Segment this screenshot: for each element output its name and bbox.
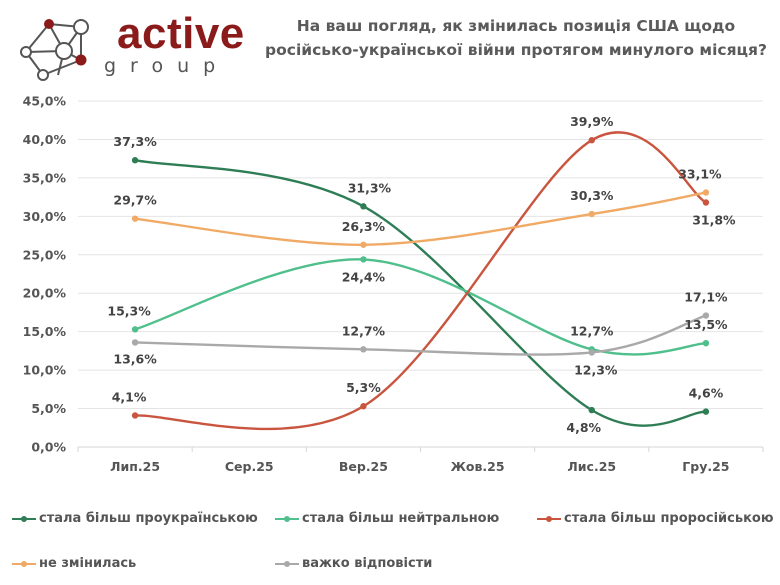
x-tick-label: Лис.25 [567, 459, 616, 474]
data-label-neutral: 13,5% [684, 317, 728, 332]
data-label-hard-to-say: 13,6% [113, 351, 157, 366]
data-point-hard-to-say [588, 349, 595, 356]
data-point-neutral [702, 340, 710, 347]
active-group-logo: active group [14, 10, 254, 85]
data-point-neutral [131, 326, 139, 333]
y-tick-label: 45,0% [23, 94, 67, 109]
y-tick-label: 15,0% [23, 324, 67, 339]
data-label-unchanged: 29,7% [113, 193, 157, 208]
data-point-pro-russian [360, 403, 367, 410]
legend-item-unchanged[interactable]: не змінилась [12, 556, 136, 571]
data-point-pro-ukrainian [131, 157, 139, 164]
data-label-unchanged: 30,3% [570, 188, 614, 203]
network-logo-icon [20, 19, 89, 81]
logo-wordmark: active [117, 9, 245, 58]
data-label-hard-to-say: 12,7% [342, 323, 386, 338]
data-label-neutral: 12,7% [570, 323, 614, 338]
y-tick-label: 20,0% [23, 286, 67, 301]
chart-title-line-2: російсько-української війни протягом мин… [265, 41, 767, 59]
data-label-hard-to-say: 12,3% [574, 362, 618, 377]
x-tick-label: Жов.25 [451, 459, 505, 474]
legend-label: не змінилась [39, 556, 137, 571]
data-label-pro-russian: 39,9% [570, 114, 614, 129]
data-point-hard-to-say [702, 312, 710, 319]
y-tick-label: 35,0% [23, 170, 67, 185]
legend-swatch [275, 514, 299, 524]
chart-title-line-1: На ваш погляд, як змінилась позиція США … [296, 17, 736, 35]
legend-item-neutral[interactable]: стала більш нейтральною [275, 511, 499, 526]
chart-title: На ваш погляд, як змінилась позиція США … [256, 14, 776, 62]
data-label-pro-ukrainian: 4,6% [689, 386, 724, 401]
legend-label: стала більш проросійською [564, 511, 774, 526]
legend-item-pro-russian[interactable]: стала більш проросійською [537, 511, 774, 526]
legend-swatch [537, 514, 561, 524]
series-lines [131, 131, 710, 431]
series-line-neutral [133, 258, 708, 356]
data-label-unchanged: 26,3% [342, 219, 386, 234]
data-point-pro-russian [702, 199, 710, 206]
y-tick-label: 25,0% [23, 247, 67, 262]
data-label-pro-russian: 31,8% [692, 212, 736, 227]
logo-subtitle: group [104, 55, 230, 77]
data-point-pro-ukrainian [702, 408, 710, 415]
data-label-hard-to-say: 17,1% [684, 290, 728, 305]
data-point-pro-russian [131, 412, 139, 419]
legend-label: стала більш нейтральною [302, 511, 500, 526]
data-label-pro-ukrainian: 37,3% [113, 134, 157, 149]
chart-legend: стала більш проукраїнською стала більш н… [0, 505, 780, 585]
legend-label: стала більш проукраїнською [39, 511, 258, 526]
y-tick-label: 30,0% [23, 209, 67, 224]
data-point-pro-ukrainian [360, 203, 367, 210]
data-point-pro-russian [588, 137, 595, 144]
y-tick-label: 5,0% [31, 401, 66, 416]
x-tick-label: Лип.25 [110, 459, 160, 474]
series-line-pro-ukrainian [133, 159, 708, 427]
data-label-pro-ukrainian: 4,8% [566, 420, 601, 435]
legend-swatch [12, 514, 36, 524]
data-label-pro-russian: 4,1% [112, 389, 147, 404]
data-point-unchanged [360, 241, 367, 248]
data-labels: 37,3% 31,3% 4,8% 4,6% 15,3% 24,4% 12,7% 13,5% 4,… [107, 114, 736, 435]
data-point-hard-to-say [131, 339, 139, 346]
series-line-hard-to-say [133, 314, 708, 356]
data-point-hard-to-say [360, 346, 367, 353]
y-tick-label: 10,0% [23, 363, 67, 378]
y-axis: 0,0% 5,0% 10,0% 15,0% 20,0% 25,0% 30,0% 35,0% 40… [23, 94, 67, 455]
series-line-unchanged [133, 191, 708, 246]
y-tick-label: 0,0% [31, 440, 66, 455]
x-tick-label: Сер.25 [225, 459, 274, 474]
legend-swatch [275, 559, 299, 569]
legend-item-hard-to-say[interactable]: важко відповісти [275, 556, 432, 571]
data-label-pro-ukrainian: 31,3% [348, 180, 392, 195]
legend-swatch [12, 559, 36, 569]
data-point-pro-ukrainian [588, 406, 595, 414]
data-point-unchanged [131, 215, 139, 222]
legend-item-pro-ukrainian[interactable]: стала більш проукраїнською [12, 511, 258, 526]
data-point-neutral [360, 256, 367, 263]
data-label-pro-russian: 5,3% [346, 380, 381, 395]
y-tick-label: 40,0% [23, 132, 67, 147]
x-tick-label: Вер.25 [339, 459, 388, 474]
legend-label: важко відповісти [302, 556, 433, 571]
data-point-unchanged [702, 189, 710, 196]
data-label-neutral: 24,4% [342, 269, 386, 284]
data-label-unchanged: 33,1% [678, 166, 722, 181]
x-axis: Лип.25 Сер.25 Вер.25 Жов.25 Лис.25 Гру.25 [77, 447, 764, 474]
data-point-unchanged [588, 210, 595, 218]
data-label-neutral: 15,3% [107, 303, 151, 318]
series-line-pro-russian [133, 131, 708, 431]
x-tick-label: Гру.25 [682, 459, 729, 474]
